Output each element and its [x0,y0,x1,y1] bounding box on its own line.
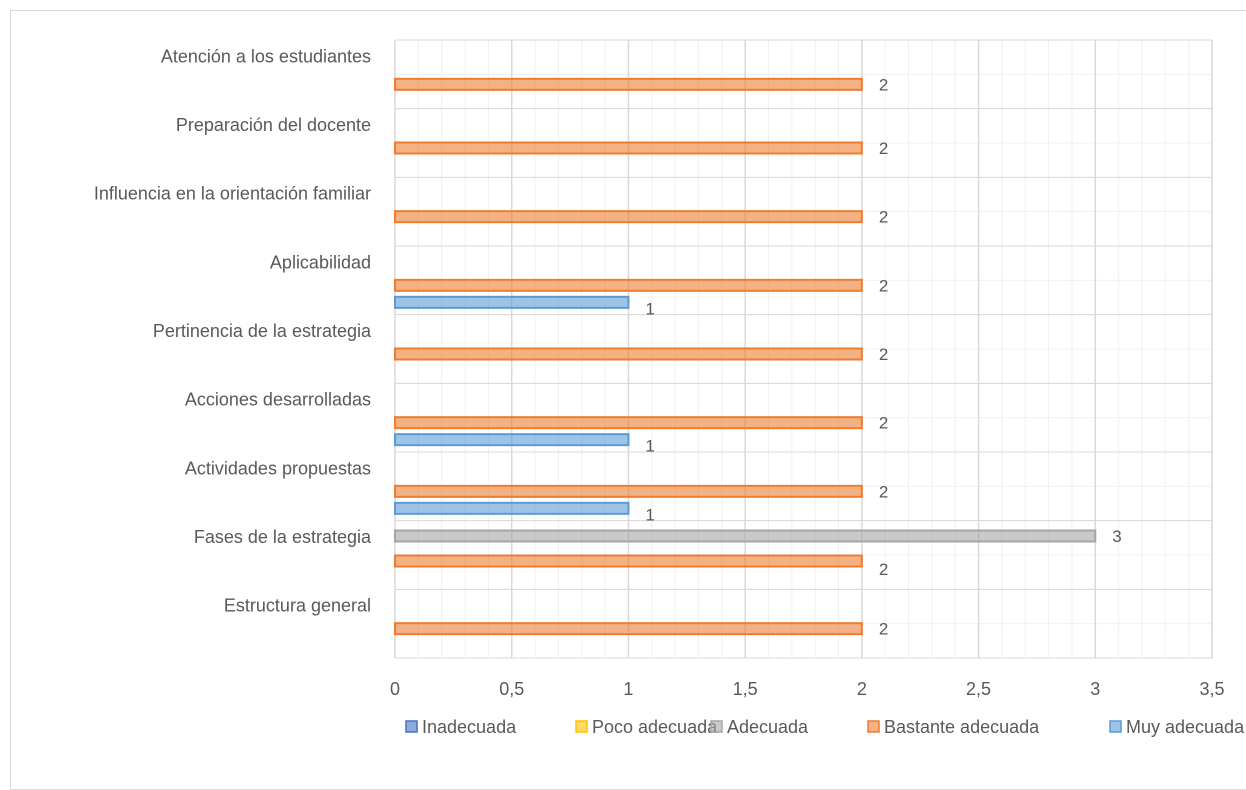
data-label: 2 [879,482,888,501]
category-label: Pertinencia de la estrategia [153,321,372,341]
x-tick-label: 3 [1090,679,1100,699]
category-label: Acciones desarrolladas [185,390,371,410]
data-label: 1 [645,299,654,318]
bar [394,529,1097,543]
bar-chart: 0 0,5 1 1,5 2 2,5 3 3,5 Atención a los estudiant… [94,39,1245,737]
data-label: 2 [879,345,888,364]
bar [394,77,863,91]
bar [394,484,863,498]
legend-label: Bastante adecuada [884,717,1040,737]
bar [394,433,630,447]
bar [394,347,863,361]
x-tick-label: 1,5 [733,679,758,699]
bar [394,295,630,309]
category-label: Preparación del docente [176,115,371,135]
legend-label: Poco adecuada [592,717,718,737]
legend-label: Inadecuada [422,717,517,737]
data-label: 2 [879,620,888,639]
bar [394,416,863,430]
x-tick-label: 0,5 [499,679,524,699]
x-tick-label: 2 [857,679,867,699]
legend-swatch [710,720,723,733]
legend-label: Muy adecuada [1126,717,1245,737]
category-label: Estructura general [224,596,371,616]
x-tick-label: 1 [623,679,633,699]
bar [394,210,863,224]
data-label: 2 [879,139,888,158]
legend-swatch [867,720,880,733]
bar [394,501,630,515]
legend-swatch [575,720,588,733]
x-tick-label: 2,5 [966,679,991,699]
legend-swatch [405,720,418,733]
category-label: Fases de la estrategia [194,527,372,547]
category-label: Actividades propuestas [185,458,371,478]
data-label: 1 [645,437,654,456]
x-tick-label: 3,5 [1199,679,1224,699]
legend-swatch [1109,720,1122,733]
legend-label: Adecuada [727,717,809,737]
category-label: Atención a los estudiantes [161,46,371,66]
data-label: 2 [879,208,888,227]
bar [394,278,863,292]
data-label: 2 [879,75,888,94]
data-label: 2 [879,276,888,295]
bar [394,141,863,155]
data-label: 2 [879,414,888,433]
data-label: 2 [879,560,888,579]
bar [394,554,863,568]
category-label: Influencia en la orientación familiar [94,184,371,204]
data-label: 3 [1112,527,1121,546]
data-label: 1 [645,505,654,524]
x-tick-label: 0 [390,679,400,699]
bar [394,622,863,636]
category-label: Aplicabilidad [270,252,371,272]
